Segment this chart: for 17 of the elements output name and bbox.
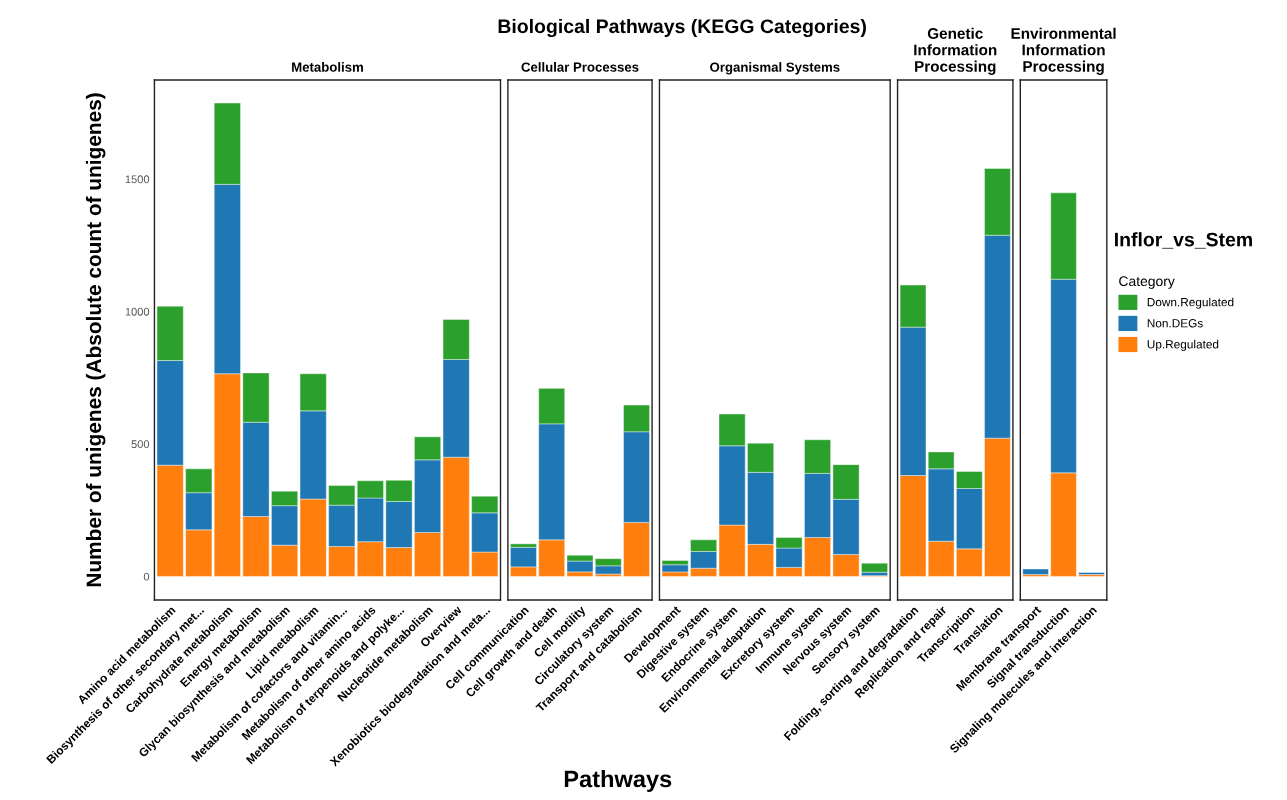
- chart-title: Genetic Information Processing: [914, 27, 997, 75]
- legend-title: Category: [1119, 276, 1175, 289]
- text: Inflor_vs_Stem: [1115, 232, 1252, 249]
- y-tick-label: 1000: [125, 307, 150, 316]
- legend-label: Up.Regulated: [1147, 339, 1219, 351]
- y-tick-label: 1500: [125, 175, 150, 184]
- chart-title: Cellular Processes: [521, 62, 639, 72]
- legend-label: Non.DEGs: [1147, 319, 1203, 328]
- text: Biological Pathways (KEGG Categories): [498, 18, 866, 38]
- chart-title: Environmental Information Processing: [1011, 27, 1116, 75]
- legend-label: Down.Regulated: [1147, 297, 1234, 309]
- y-tick-label: 500: [131, 440, 150, 449]
- y-tick-label: 0: [143, 572, 150, 581]
- y-axis-title: Number of unigenes (Absolute count of unigenes): [85, 93, 106, 587]
- chart-title: Organismal Systems: [710, 62, 840, 75]
- chart-title: Metabolism: [292, 62, 363, 72]
- x-axis-title: Pathways: [564, 769, 672, 792]
